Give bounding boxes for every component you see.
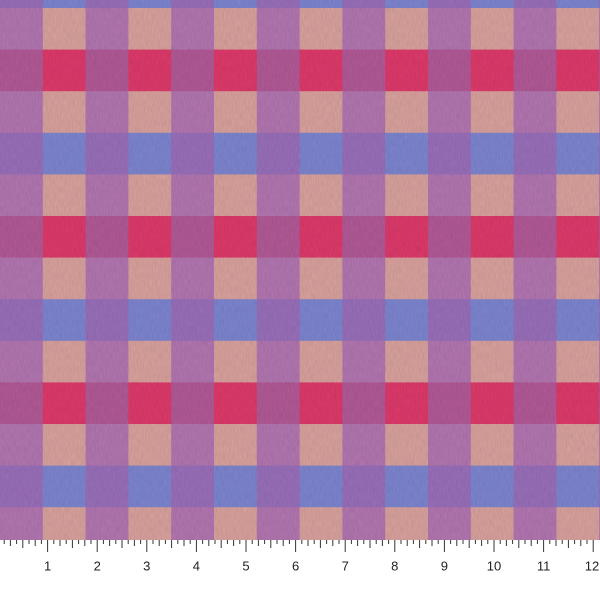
ruler-label: 7	[342, 558, 349, 573]
ruler-label: 10	[487, 558, 501, 573]
ruler-label: 8	[391, 558, 398, 573]
ruler-label: 3	[143, 558, 150, 573]
ruler-label: 11	[537, 558, 551, 573]
ruler-label: 12	[585, 558, 599, 573]
fabric-texture	[0, 0, 600, 540]
ruler-label: 5	[242, 558, 249, 573]
ruler-label: 1	[44, 558, 51, 573]
ruler-label: 4	[193, 558, 200, 573]
ruler-label: 2	[94, 558, 101, 573]
ruler-ticks: 1 2 3 4 5 6 7 8 9 10 11 12	[3, 540, 599, 573]
ruler-label: 9	[441, 558, 448, 573]
ruler-label: 6	[292, 558, 299, 573]
ruler	[0, 540, 600, 600]
